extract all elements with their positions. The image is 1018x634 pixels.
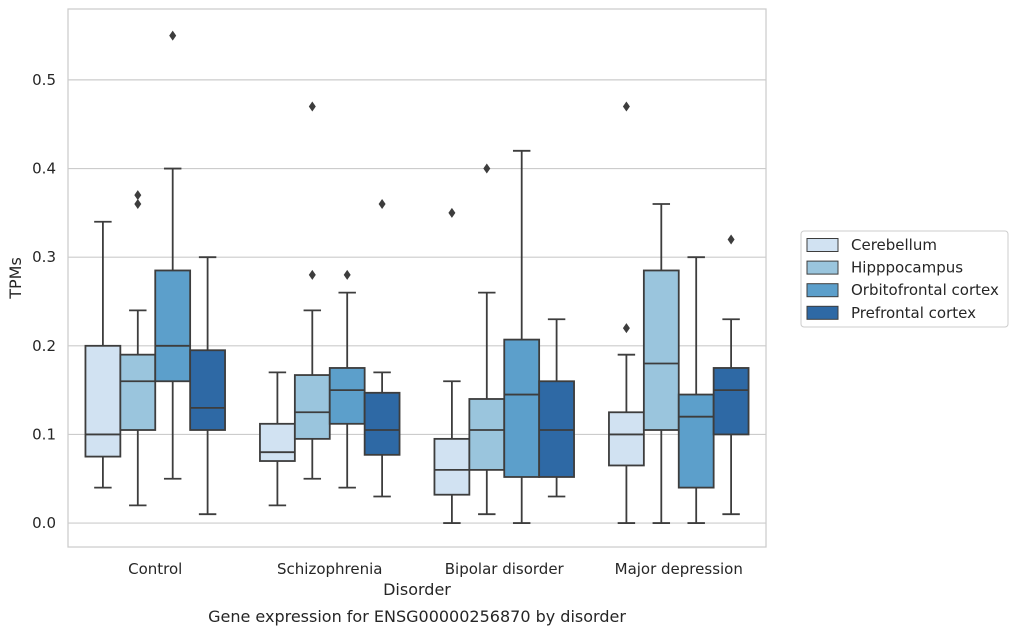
box-body: [642, 269, 680, 431]
y-tick-label: 0.2: [32, 337, 56, 355]
x-tick-label: Control: [128, 560, 182, 578]
x-tick-label: Major depression: [615, 560, 743, 578]
outlier-point: [727, 234, 735, 245]
x-axis-label: Disorder: [383, 580, 451, 599]
y-tick-label: 0.1: [32, 425, 56, 443]
legend-swatch: [806, 283, 839, 298]
outlier-point: [378, 198, 386, 209]
legend-swatch: [806, 260, 839, 275]
outlier-point: [622, 101, 630, 112]
box-cerebellum: [84, 220, 122, 489]
box-body: [677, 393, 715, 489]
outlier-point: [134, 198, 142, 209]
box-body: [433, 437, 471, 496]
box-body: [468, 398, 506, 471]
legend-swatch: [806, 305, 839, 320]
box-hipppocampus: [293, 101, 331, 480]
box-cerebellum: [608, 101, 645, 524]
box-hipppocampus: [468, 163, 506, 516]
box-cerebellum: [259, 371, 296, 507]
box-body: [293, 374, 331, 440]
legend-frame: [800, 230, 1009, 328]
outlier-point: [134, 190, 142, 201]
box-orbitofrontal-cortex: [154, 30, 192, 480]
box-hipppocampus: [119, 190, 157, 507]
y-tick-label: 0.4: [32, 160, 56, 178]
box-body: [503, 338, 541, 478]
y-axis-label: TPMs: [6, 257, 25, 300]
legend-swatch: [806, 238, 839, 252]
legend-label: Hipppocampus: [851, 259, 963, 277]
box-hipppocampus: [642, 203, 680, 524]
outlier-point: [622, 323, 630, 334]
box-body: [189, 349, 226, 431]
box-body: [328, 367, 366, 425]
outlier-point: [483, 163, 491, 174]
x-tick-label: Bipolar disorder: [445, 560, 565, 578]
legend-label: Orbitofrontal cortex: [851, 281, 999, 299]
outlier-point: [308, 269, 316, 280]
box-body: [363, 391, 401, 456]
outlier-point: [308, 101, 316, 112]
box-prefrontal-cortex: [712, 234, 750, 516]
outlier-point: [343, 269, 351, 280]
box-body: [84, 344, 122, 458]
box-series: [84, 30, 750, 524]
box-prefrontal-cortex: [189, 256, 226, 516]
box-orbitofrontal-cortex: [677, 256, 715, 524]
box-prefrontal-cortex: [538, 318, 575, 498]
legend: Cerebellum Hipppocampus Orbitofrontal cort…: [800, 230, 1009, 328]
box-body: [119, 353, 157, 431]
box-cerebellum: [433, 207, 471, 524]
legend-label: Cerebellum: [851, 236, 937, 254]
y-tick-label: 0.0: [32, 514, 56, 532]
box-orbitofrontal-cortex: [503, 149, 541, 524]
box-prefrontal-cortex: [363, 198, 401, 498]
box-body: [259, 422, 296, 462]
chart-caption: Gene expression for ENSG00000256870 by d…: [208, 607, 626, 626]
y-tick-label: 0.3: [32, 248, 56, 266]
outlier-point: [448, 207, 456, 218]
box-orbitofrontal-cortex: [328, 269, 366, 489]
x-tick-label: Schizophrenia: [277, 560, 382, 578]
legend-label: Prefrontal cortex: [851, 304, 976, 322]
box-body: [154, 269, 192, 383]
box-body: [712, 367, 750, 436]
y-tick-labels: 0.0 0.1 0.2 0.3 0.4 0.5: [32, 71, 56, 532]
box-body: [608, 411, 645, 467]
outlier-point: [169, 30, 177, 41]
x-tick-labels: Control Schizophrenia Bipolar disorder Majo…: [128, 560, 743, 578]
y-tick-label: 0.5: [32, 71, 56, 89]
